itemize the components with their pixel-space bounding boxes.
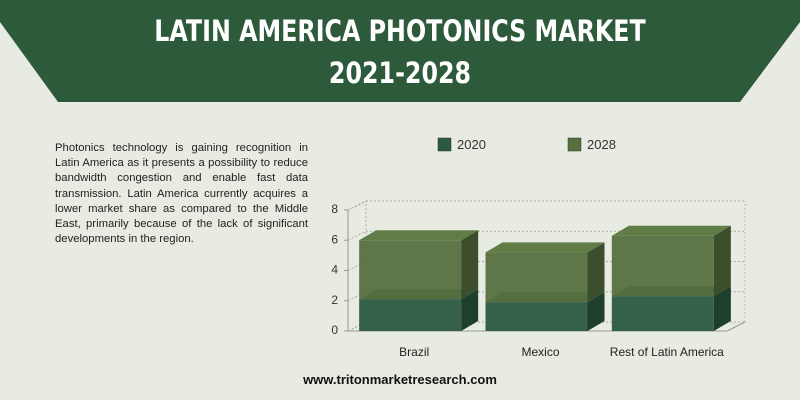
bar-side — [587, 242, 605, 303]
bar-segment — [359, 289, 479, 331]
legend-swatch — [437, 137, 452, 152]
bar-side — [461, 230, 479, 300]
y-tick-label: 8 — [331, 202, 338, 216]
back-wall — [347, 200, 367, 332]
bar-side — [461, 289, 479, 331]
legend-swatch — [567, 137, 582, 152]
floor-back — [726, 321, 746, 332]
bar-segment — [611, 225, 731, 297]
y-tick-label: 2 — [331, 293, 338, 307]
y-tick-label: 4 — [331, 263, 338, 277]
x-tick-label: Brazil — [399, 345, 429, 359]
bar-front — [485, 302, 588, 331]
footer: www.tritonmarketresearch.com — [303, 372, 497, 387]
bar-front — [611, 296, 714, 331]
bar-top — [359, 230, 479, 241]
x-tick-label: Rest of Latin America — [610, 345, 724, 359]
legend-label: 2028 — [587, 137, 616, 152]
bar-front — [611, 235, 714, 297]
grid-line-side — [347, 321, 367, 332]
y-tick-label: 6 — [331, 232, 338, 246]
bar-side — [713, 225, 731, 297]
bar-front — [485, 252, 588, 303]
x-tick-label: Mexico — [521, 345, 559, 359]
bar-segment — [611, 286, 731, 331]
title: LATIN AMERICA PHOTONICS MARKET — [154, 15, 646, 49]
grid-line-side — [347, 200, 367, 211]
y-tick-label: 0 — [331, 323, 338, 337]
subtitle: 2021-2028 — [329, 57, 471, 91]
legend-label: 2020 — [457, 137, 486, 152]
bar-segment — [485, 242, 605, 303]
bar-segment — [359, 230, 479, 300]
bar-side — [713, 286, 731, 331]
bar-segment — [485, 292, 605, 331]
grid-line-side — [347, 291, 367, 302]
bar-side — [587, 292, 605, 331]
bar-top — [485, 292, 605, 303]
bar-top — [485, 242, 605, 253]
description: Photonics technology is gaining recognit… — [55, 142, 308, 246]
banner-shape — [0, 0, 800, 102]
bar-top — [359, 289, 479, 300]
bar-top — [611, 225, 731, 236]
grid-line-side — [347, 261, 367, 271]
banner: LATIN AMERICA PHOTONICS MARKET 2021-2028 — [0, 0, 800, 102]
bar-front — [359, 299, 462, 331]
bar-front — [359, 240, 462, 300]
grid-line-side — [347, 230, 367, 241]
bar-top — [611, 286, 731, 297]
